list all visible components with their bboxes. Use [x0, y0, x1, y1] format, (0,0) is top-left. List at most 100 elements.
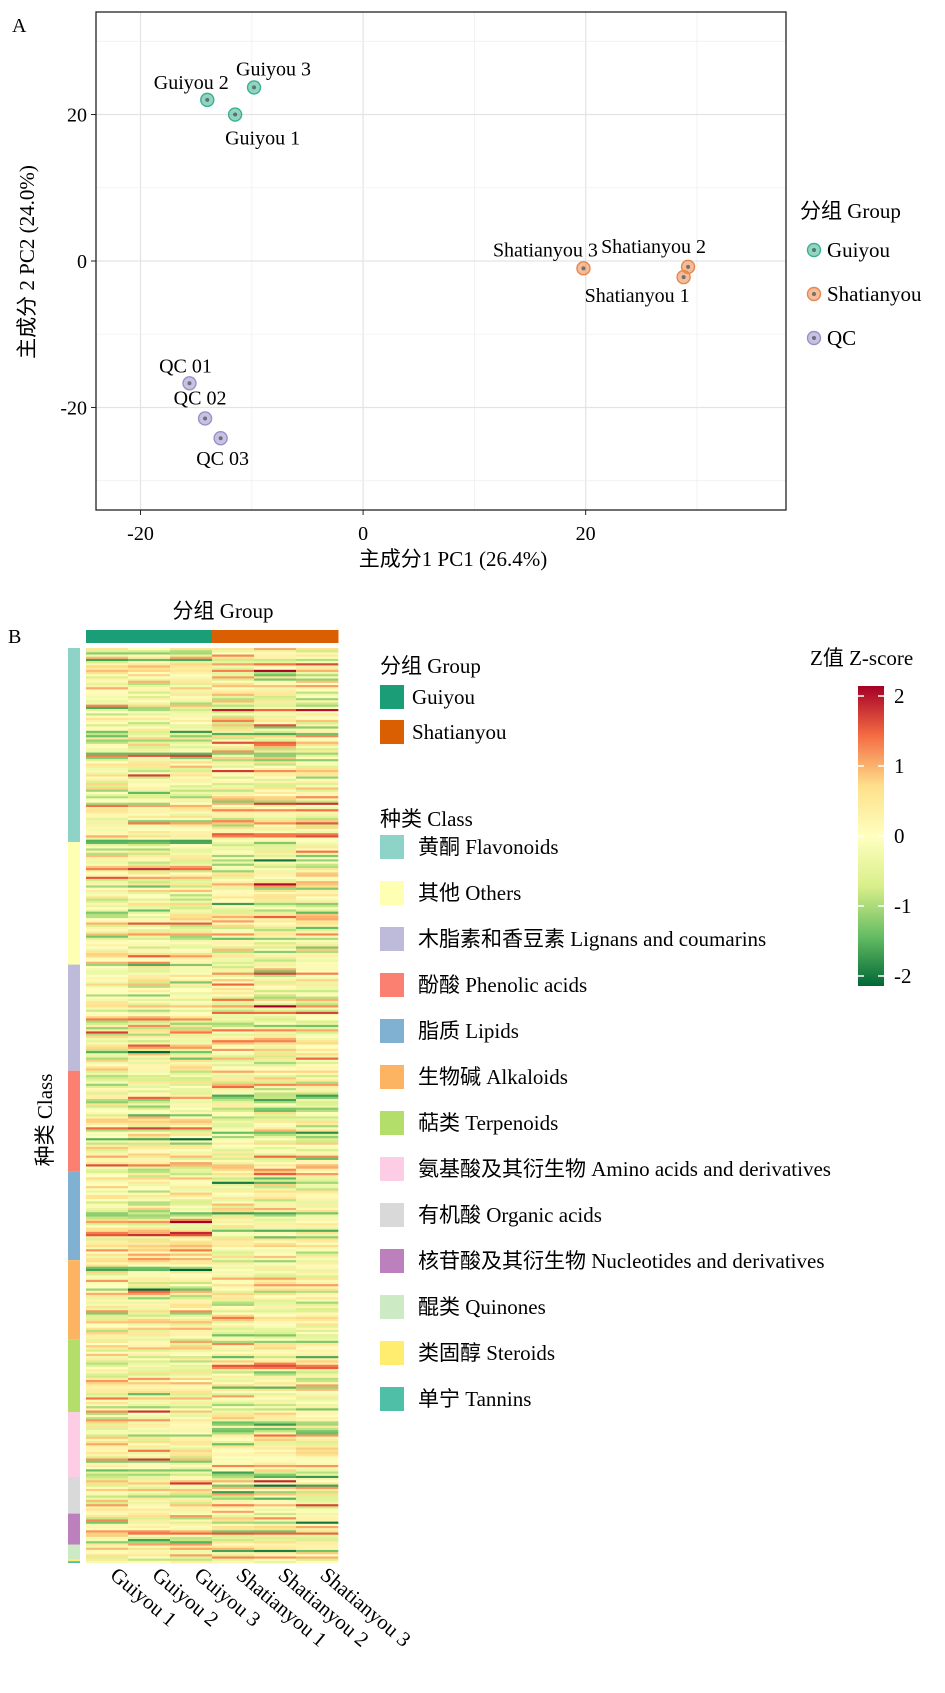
heatmap-cell	[86, 1478, 129, 1481]
heatmap-cell	[128, 761, 171, 764]
heatmap-cell	[170, 739, 213, 742]
heatmap-cell	[212, 767, 255, 771]
heatmap-cell	[86, 1316, 129, 1320]
heatmap-cell	[212, 1107, 255, 1111]
heatmap-cell	[254, 939, 297, 943]
heatmap-cell	[170, 719, 213, 723]
heatmap-cell	[170, 1303, 213, 1307]
heatmap-cell	[86, 1497, 129, 1501]
heatmap-cell	[296, 922, 339, 925]
heatmap-cell	[128, 730, 171, 734]
heatmap-cell	[128, 1547, 171, 1551]
heatmap-cell	[128, 1188, 171, 1191]
heatmap-cell	[170, 1105, 213, 1108]
heatmap-cell	[128, 1133, 171, 1137]
heatmap-cell	[86, 1199, 129, 1202]
heatmap-cell	[86, 798, 129, 801]
heatmap-cell	[170, 1456, 213, 1459]
heatmap-cell	[296, 881, 339, 884]
heatmap-cell	[170, 820, 213, 823]
heatmap-cell	[254, 1177, 297, 1180]
heatmap-cell	[296, 1560, 339, 1564]
class-annotation-segment	[68, 1476, 80, 1514]
heatmap-cell	[128, 1258, 171, 1261]
heatmap-cell	[254, 1166, 297, 1169]
heatmap-cell	[296, 979, 339, 982]
heatmap-cell	[296, 1323, 339, 1326]
group-annotation-cell	[170, 630, 213, 643]
heatmap-cell	[86, 894, 129, 897]
heatmap-cell	[254, 937, 297, 941]
heatmap-cell	[128, 887, 171, 891]
heatmap-cell	[128, 878, 171, 882]
heatmap-cell	[86, 780, 129, 784]
heatmap-cell	[170, 1532, 213, 1535]
group-legend-label: Shatianyou	[412, 720, 507, 744]
heatmap-cell	[212, 1027, 255, 1030]
heatmap-cell	[170, 1421, 213, 1424]
heatmap-cell	[86, 1491, 129, 1494]
heatmap-cell	[170, 900, 213, 904]
heatmap-cell	[254, 1242, 297, 1246]
heatmap-cell	[254, 1414, 297, 1418]
heatmap-cell	[296, 1022, 339, 1026]
heatmap-cell	[254, 1044, 297, 1047]
heatmap-cell	[296, 1353, 339, 1357]
heatmap-cell	[170, 1059, 213, 1063]
heatmap-cell	[86, 841, 129, 845]
heatmap-cell	[296, 1279, 339, 1283]
heatmap-cell	[296, 759, 339, 762]
heatmap-cell	[86, 926, 129, 930]
heatmap-cell	[254, 826, 297, 830]
heatmap-cell	[254, 892, 297, 895]
heatmap-cell	[128, 922, 171, 925]
heatmap-cell	[170, 898, 213, 902]
heatmap-cell	[170, 1373, 213, 1376]
heatmap-cell	[254, 957, 297, 960]
heatmap-cell	[296, 1262, 339, 1265]
heatmap-cell	[128, 693, 171, 697]
heatmap-cell	[86, 1011, 129, 1015]
heatmap-cell	[86, 1340, 129, 1344]
heatmap-cell	[212, 1380, 255, 1383]
heatmap-cell	[170, 839, 213, 843]
heatmap-cell	[296, 1445, 339, 1448]
heatmap-cell	[254, 920, 297, 923]
heatmap-cell	[254, 1146, 297, 1150]
heatmap-cell	[170, 933, 213, 936]
heatmap-cell	[254, 876, 297, 880]
heatmap-cell	[296, 676, 339, 679]
heatmap-cell	[86, 1373, 129, 1376]
heatmap-cell	[128, 1299, 171, 1302]
heatmap-cell	[170, 1157, 213, 1161]
heatmap-cell	[170, 831, 213, 834]
heatmap-cell	[86, 1144, 129, 1148]
heatmap-cell	[254, 1194, 297, 1198]
heatmap-cell	[86, 1262, 129, 1265]
heatmap-cell	[296, 1386, 339, 1390]
heatmap-cell	[254, 1068, 297, 1071]
heatmap-cell	[170, 1314, 213, 1318]
heatmap-cell	[170, 892, 213, 895]
heatmap-cell	[212, 1462, 255, 1466]
heatmap-cell	[170, 1305, 213, 1309]
heatmap-cell	[254, 1478, 297, 1481]
heatmap-cell	[86, 848, 129, 851]
heatmap-cell	[296, 1512, 339, 1516]
heatmap-cell	[212, 1434, 255, 1437]
data-point-center	[187, 381, 192, 386]
heatmap-cell	[128, 822, 171, 825]
heatmap-cell	[254, 1197, 297, 1200]
heatmap-cell	[170, 1201, 213, 1204]
heatmap-cell	[212, 961, 255, 965]
heatmap-cell	[170, 700, 213, 703]
heatmap-cell	[212, 1155, 255, 1159]
heatmap-cell	[254, 1159, 297, 1163]
heatmap-cell	[212, 1371, 255, 1374]
heatmap-cell	[296, 1005, 339, 1008]
heatmap-cell	[254, 1207, 297, 1211]
heatmap-cell	[170, 1175, 213, 1178]
heatmap-cell	[212, 1016, 255, 1019]
heatmap-cell	[212, 837, 255, 841]
